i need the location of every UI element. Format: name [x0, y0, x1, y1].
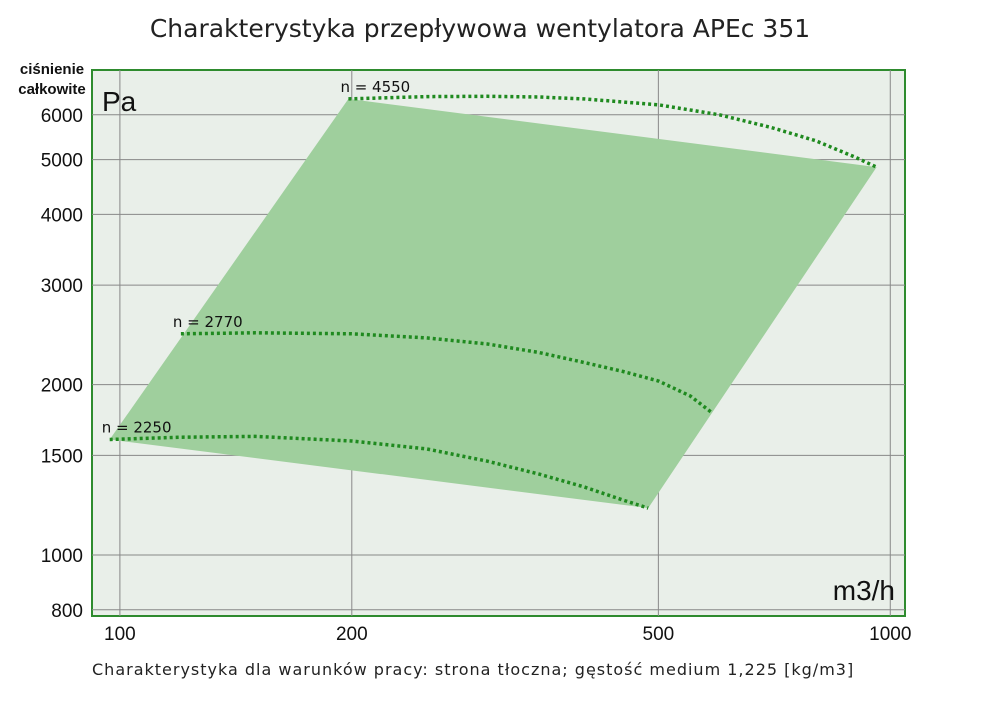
footnote: Charakterystyka dla warunków pracy: stro…	[92, 660, 855, 679]
rpm-curve-label-3: n = 4550	[340, 78, 410, 96]
y-tick-label-1000: 1000	[41, 546, 83, 567]
y-tick-label-2000: 2000	[41, 376, 83, 397]
y-tick-label-6000: 6000	[41, 106, 83, 127]
rpm-curve-label-2: n = 2770	[173, 313, 243, 331]
x-tick-label-200: 200	[336, 624, 368, 645]
y-tick-label-800: 800	[51, 601, 83, 622]
operating-region	[109, 98, 877, 509]
y-tick-labels: 800 1000 1500 2000 3000 4000 5000 6000	[41, 106, 83, 622]
operating-region-area	[109, 98, 877, 509]
x-tick-label-500: 500	[643, 624, 675, 645]
y-unit-label: Pa	[102, 86, 137, 117]
x-unit-label: m3/h	[833, 575, 895, 606]
y-tick-label-5000: 5000	[41, 151, 83, 172]
x-tick-labels: 100 200 500 1000	[104, 624, 911, 645]
y-tick-label-4000: 4000	[41, 205, 83, 226]
rpm-curve-2	[180, 331, 712, 414]
x-tick-label-1000: 1000	[869, 624, 911, 645]
rpm-curve-label-1: n = 2250	[102, 418, 172, 436]
rpm-curves: n = 2250 n = 2770 n = 4550	[102, 78, 878, 510]
y-tick-label-3000: 3000	[41, 276, 83, 297]
rpm-curve-3	[348, 94, 878, 169]
rpm-curve-1	[109, 434, 649, 510]
y-tick-label-1500: 1500	[41, 446, 83, 467]
chart-title: Charakterystyka przepływowa wentylatora …	[149, 14, 811, 43]
y-axis-label: ciśnienie całkowite	[18, 61, 86, 98]
x-tick-label-100: 100	[104, 624, 136, 645]
